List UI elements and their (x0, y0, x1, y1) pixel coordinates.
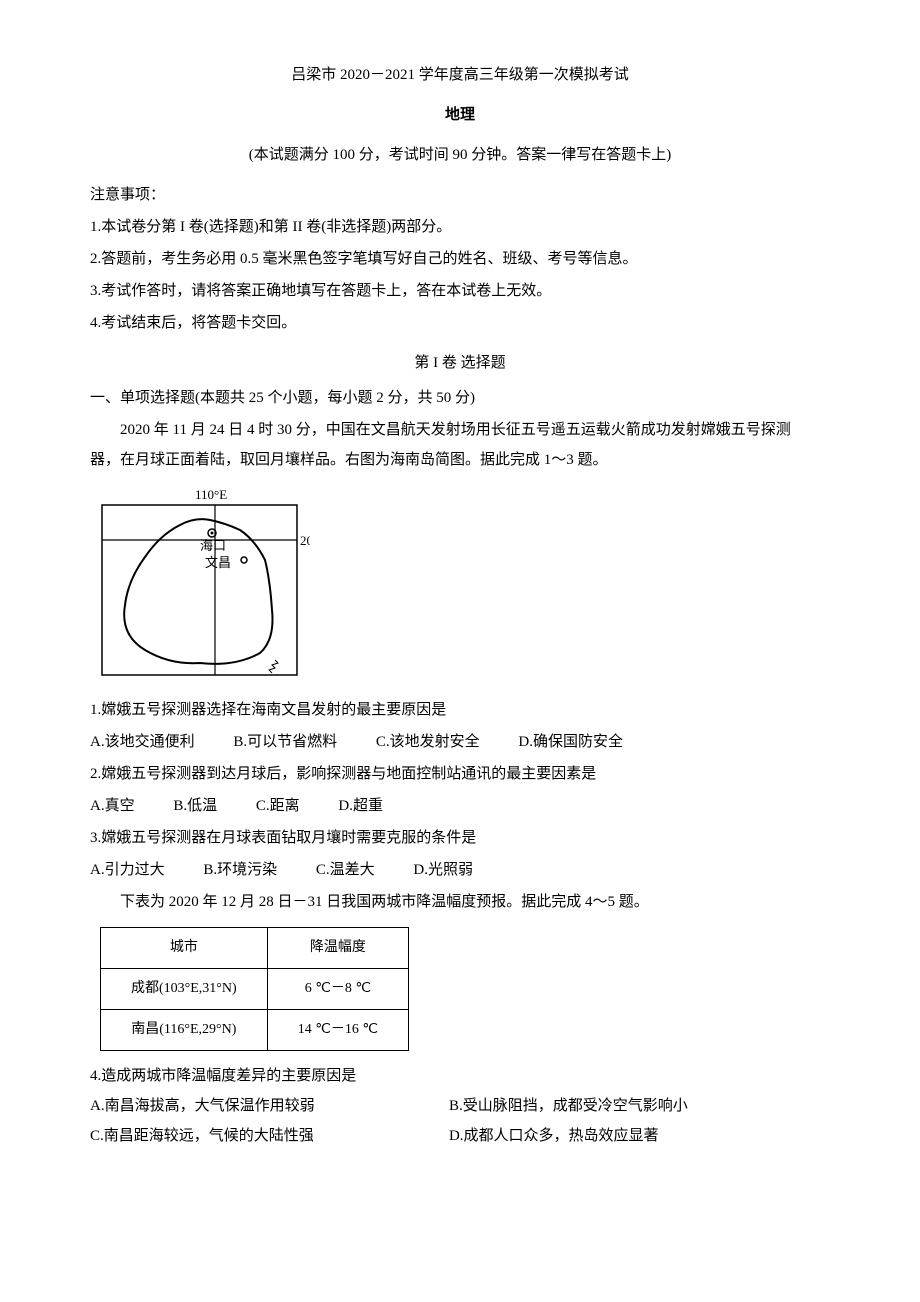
notice-item-4: 4.考试结束后，将答题卡交回。 (90, 308, 830, 338)
q2-option-c: C.距离 (256, 791, 300, 821)
q1-stem: 1.嫦娥五号探测器选择在海南文昌发射的最主要原因是 (90, 695, 830, 725)
temperature-table: 城市 降温幅度 成都(103°E,31°N) 6 ℃－8 ℃ 南昌(116°E,… (100, 927, 409, 1051)
q1-option-b: B.可以节省燃料 (233, 727, 337, 757)
col-city-header: 城市 (101, 928, 268, 969)
q4-options-row1: A.南昌海拔高，大气保温作用较弱 B.受山脉阻挡，成都受冷空气影响小 (90, 1091, 830, 1121)
col-temp-header: 降温幅度 (267, 928, 408, 969)
q3-option-b: B.环境污染 (203, 855, 277, 885)
q2-option-a: A.真空 (90, 791, 135, 821)
q4-option-b: B.受山脉阻挡，成都受冷空气影响小 (449, 1091, 804, 1121)
q1-option-c: C.该地发射安全 (376, 727, 480, 757)
q4-option-a: A.南昌海拔高，大气保温作用较弱 (90, 1091, 445, 1121)
notice-item-3: 3.考试作答时，请将答案正确地填写在答题卡上，答在本试卷上无效。 (90, 276, 830, 306)
table-row: 成都(103°E,31°N) 6 ℃－8 ℃ (101, 969, 409, 1010)
q3-option-c: C.温差大 (316, 855, 375, 885)
notice-label: 注意事项： (90, 180, 830, 210)
part1-title: 第 I 卷 选择题 (90, 348, 830, 378)
section-header: 一、单项选择题(本题共 25 个小题，每小题 2 分，共 50 分) (90, 383, 830, 413)
chengdu-temp: 6 ℃－8 ℃ (267, 969, 408, 1010)
lat-label: 20°N (300, 533, 310, 548)
q1-option-a: A.该地交通便利 (90, 727, 195, 757)
q4-options-row2: C.南昌距海较远，气候的大陆性强 D.成都人口众多，热岛效应显著 (90, 1121, 830, 1151)
q3-option-a: A.引力过大 (90, 855, 165, 885)
q4-stem: 4.造成两城市降温幅度差异的主要原因是 (90, 1061, 830, 1091)
hainan-map-figure: 110°E 20°N 海口 文昌 (100, 485, 830, 685)
passage1-line1: 2020 年 11 月 24 日 4 时 30 分，中国在文昌航天发射场用长征五… (90, 415, 830, 445)
wenchang-label: 文昌 (205, 555, 231, 570)
q4-option-d: D.成都人口众多，热岛效应显著 (449, 1121, 804, 1151)
q2-stem: 2.嫦娥五号探测器到达月球后，影响探测器与地面控制站通讯的最主要因素是 (90, 759, 830, 789)
q2-option-d: D.超重 (338, 791, 383, 821)
passage2: 下表为 2020 年 12 月 28 日－31 日我国两城市降温幅度预报。据此完… (90, 887, 830, 917)
exam-title: 吕梁市 2020－2021 学年度高三年级第一次模拟考试 (90, 60, 830, 90)
q3-option-d: D.光照弱 (413, 855, 473, 885)
chengdu-city: 成都(103°E,31°N) (101, 969, 268, 1010)
subject-title: 地理 (90, 100, 830, 130)
lon-label: 110°E (195, 487, 227, 502)
passage1-line2: 器，在月球正面着陆，取回月壤样品。右图为海南岛简图。据此完成 1～3 题。 (90, 445, 830, 475)
notice-item-1: 1.本试卷分第 I 卷(选择题)和第 II 卷(非选择题)两部分。 (90, 212, 830, 242)
q1-option-d: D.确保国防安全 (518, 727, 623, 757)
haikou-label: 海口 (200, 538, 226, 553)
exam-info: (本试题满分 100 分，考试时间 90 分钟。答案一律写在答题卡上) (90, 140, 830, 170)
notice-item-2: 2.答题前，考生务必用 0.5 毫米黑色签字笔填写好自己的姓名、班级、考号等信息… (90, 244, 830, 274)
nanchang-city: 南昌(116°E,29°N) (101, 1010, 268, 1051)
q1-options: A.该地交通便利 B.可以节省燃料 C.该地发射安全 D.确保国防安全 (90, 727, 830, 757)
q2-option-b: B.低温 (173, 791, 217, 821)
table-header-row: 城市 降温幅度 (101, 928, 409, 969)
q3-options: A.引力过大 B.环境污染 C.温差大 D.光照弱 (90, 855, 830, 885)
q2-options: A.真空 B.低温 C.距离 D.超重 (90, 791, 830, 821)
nanchang-temp: 14 ℃－16 ℃ (267, 1010, 408, 1051)
q3-stem: 3.嫦娥五号探测器在月球表面钻取月壤时需要克服的条件是 (90, 823, 830, 853)
table-row: 南昌(116°E,29°N) 14 ℃－16 ℃ (101, 1010, 409, 1051)
q4-option-c: C.南昌距海较远，气候的大陆性强 (90, 1121, 445, 1151)
hainan-map-svg: 110°E 20°N 海口 文昌 (100, 485, 310, 685)
